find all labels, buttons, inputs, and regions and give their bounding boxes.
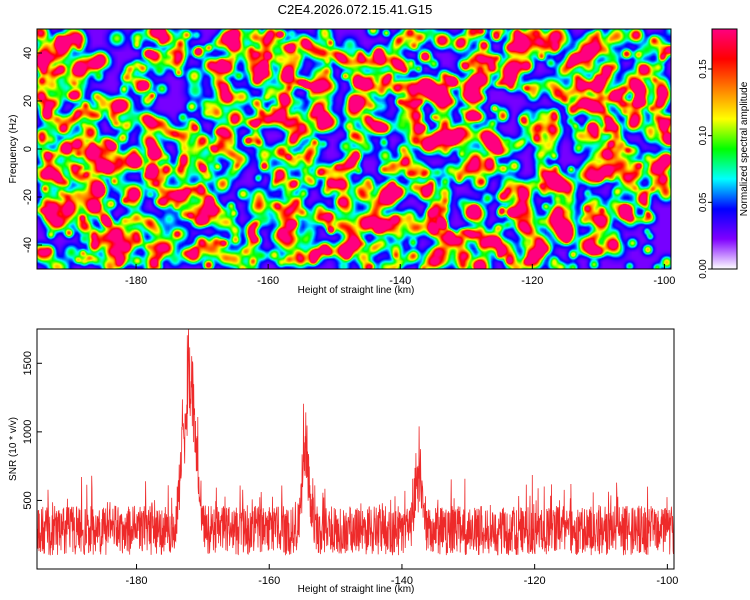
top-x-tick-label: -100: [653, 275, 675, 287]
figure-title: C2E4.2026.072.15.41.G15: [278, 2, 433, 17]
bottom-x-tick-label: -180: [126, 575, 148, 587]
bottom-y-axis-label: SNR (10 * v/v): [8, 417, 19, 481]
bottom-x-tick-label: -140: [391, 575, 413, 587]
bottom-x-axis: -180 -160 -140 -120 -100: [126, 564, 678, 587]
bottom-x-axis-label: Height of straight line (km): [298, 584, 415, 595]
snr-series-line: [36, 329, 675, 556]
bottom-x-tick-label: -100: [656, 575, 678, 587]
snr-panel: -180 -160 -140 -120 -100 500 1000 1500 Height …: [8, 328, 678, 595]
bottom-x-tick-label: -120: [524, 575, 546, 587]
spectrogram-image: [37, 29, 671, 269]
top-y-tick-label: 0: [22, 146, 34, 152]
colorbar-tick-label: 0.15: [698, 59, 709, 79]
top-y-tick-label: 40: [22, 47, 34, 59]
top-x-tick-label: -180: [125, 275, 147, 287]
snr-frame: [36, 328, 675, 570]
top-y-axis-label: Frequency (Hz): [8, 115, 19, 184]
top-y-axis: -40 -20 0 20 40: [22, 47, 42, 253]
colorbar-label: Normalized spectral amplitude: [739, 81, 750, 216]
colorbar: 0.00 0.05 0.10 0.15 Normalized spectral amp…: [698, 28, 750, 279]
colorbar-scale: [711, 28, 738, 270]
bottom-y-tick-label: 1000: [22, 420, 34, 444]
top-x-axis: -180 -160 -140 -120 -100: [125, 264, 675, 287]
top-x-tick-label: -140: [389, 275, 411, 287]
spectrogram-image-holder: [37, 29, 671, 269]
top-x-tick-label: -160: [257, 275, 279, 287]
top-x-tick-label: -120: [521, 275, 543, 287]
colorbar-tick-label: 0.05: [698, 192, 709, 212]
bottom-y-axis: 500 1000 1500: [22, 351, 42, 510]
top-y-tick-label: 20: [22, 95, 34, 107]
colorbar-ticks: 0.00 0.05 0.10 0.15: [698, 59, 712, 279]
colorbar-tick-label: 0.00: [698, 259, 709, 279]
top-x-axis-label: Height of straight line (km): [298, 285, 415, 296]
spectrogram-panel: -180 -160 -140 -120 -100 -40 -20 0 20 40 Height …: [8, 28, 675, 296]
colorbar-tick-label: 0.10: [698, 125, 709, 145]
top-y-tick-label: -40: [22, 237, 34, 253]
bottom-y-tick-label: 500: [22, 491, 34, 509]
bottom-x-tick-label: -160: [258, 575, 280, 587]
bottom-y-tick-label: 1500: [22, 351, 34, 375]
top-y-tick-label: -20: [22, 189, 34, 205]
